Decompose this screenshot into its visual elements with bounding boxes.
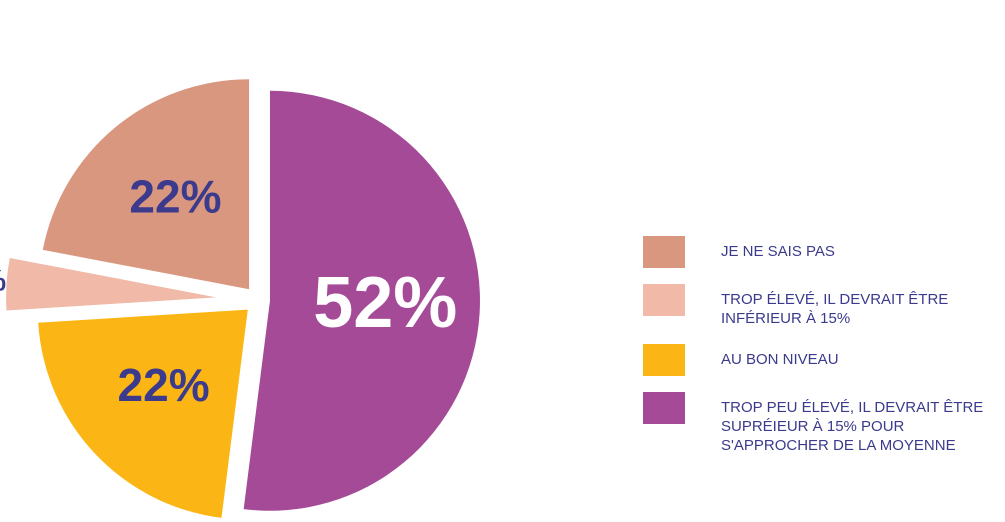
legend-swatch — [643, 236, 685, 268]
legend-item: AU BON NIVEAU — [643, 344, 1005, 376]
pie-slice — [38, 309, 248, 518]
legend-label: AU BON NIVEAU — [721, 351, 839, 368]
value-label: 52% — [313, 263, 457, 343]
pie-slice — [243, 90, 480, 511]
value-label: 4% — [0, 265, 6, 298]
pie-slice — [42, 79, 250, 290]
legend: JE NE SAIS PAS TROP ÉLEVÉ, IL DEVRAIT ÊTR… — [643, 236, 1005, 471]
pie-slice — [6, 258, 217, 311]
legend-label: JE NE SAIS PAS — [721, 243, 835, 260]
value-label: 22% — [129, 170, 221, 222]
legend-swatch — [643, 284, 685, 316]
value-label: 22% — [118, 359, 210, 411]
legend-label: TROP PEU ÉLEVÉ, IL DEVRAIT ÊTRE SUPRÉIEU… — [721, 399, 984, 454]
legend-swatch — [643, 344, 685, 376]
pie-chart: 22% 4% 22% 52% — [0, 79, 480, 518]
legend-label: TROP ÉLEVÉ, IL DEVRAIT ÊTRE INFÉRIEUR À … — [721, 291, 949, 327]
legend-item: TROP ÉLEVÉ, IL DEVRAIT ÊTRE INFÉRIEUR À … — [643, 284, 1005, 328]
legend-swatch — [643, 392, 685, 424]
legend-item: JE NE SAIS PAS — [643, 236, 1005, 268]
legend-item: TROP PEU ÉLEVÉ, IL DEVRAIT ÊTRE SUPRÉIEU… — [643, 392, 1005, 455]
